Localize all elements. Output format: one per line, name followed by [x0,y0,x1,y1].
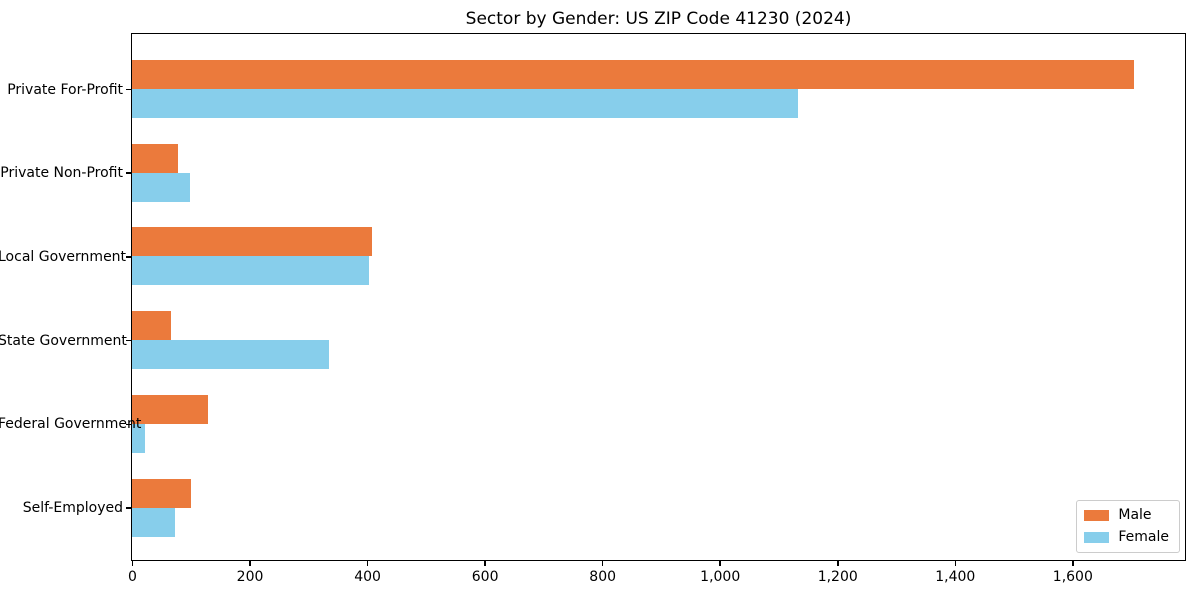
plot-area: Male Female [131,33,1186,561]
legend-item-female: Female [1084,530,1169,545]
x-tick-mark [601,561,604,566]
female-swatch-icon [1084,532,1110,543]
y-tick-mark [126,256,131,258]
legend: Male Female [1076,500,1180,553]
y-tick-mark [126,339,131,342]
y-tick-label-self-employed: Self-Employed [22,500,123,516]
male-swatch-icon [1084,510,1110,521]
bar-female-federal-government [132,423,145,453]
y-tick-label-local-government: Local Government [0,248,127,265]
x-tick-label-600: 600 [471,569,499,585]
x-tick-label-1-200: 1,200 [817,569,858,585]
y-tick-mark [126,88,131,91]
x-tick-label-400: 400 [354,569,381,585]
x-tick-label-1-400: 1,400 [935,569,976,585]
x-tick-mark [1072,561,1074,566]
y-tick-label-private-non-profit: Private Non-Profit [0,165,123,182]
x-tick-mark [484,561,486,566]
x-tick-mark [366,561,369,566]
y-tick-label-private-for-profit: Private For-Profit [7,81,123,98]
x-tick-label-1-000: 1,000 [700,569,741,585]
x-tick-mark [249,561,251,566]
x-tick-mark [131,561,134,566]
chart-title: Sector by Gender: US ZIP Code 41230 (202… [465,9,852,29]
x-tick-label-800: 800 [589,569,617,585]
bar-male-federal-government [132,394,209,424]
x-tick-mark [719,561,721,566]
y-tick-label-federal-government: Federal Government [0,416,142,433]
x-tick-label-1-600: 1,600 [1052,569,1093,585]
bar-male-state-government [132,311,172,341]
y-tick-label-state-government: State Government [0,332,127,349]
x-tick-mark [837,561,839,566]
bar-female-local-government [132,256,369,286]
bar-male-private-non-profit [132,143,178,173]
x-tick-label-200: 200 [236,569,264,585]
bar-male-self-employed [132,478,191,508]
y-tick-mark [126,172,131,174]
y-tick-mark [126,423,131,426]
x-tick-label-0: 0 [128,569,137,585]
y-tick-mark [126,507,131,509]
bar-female-self-employed [132,507,175,537]
legend-label-female: Female [1118,529,1169,545]
bar-female-private-for-profit [132,89,799,118]
bar-female-state-government [132,340,329,370]
x-tick-mark [954,561,957,566]
legend-label-male: Male [1118,507,1152,523]
bar-male-local-government [132,227,373,257]
bar-female-private-non-profit [132,172,191,202]
legend-item-male: Male [1084,508,1169,523]
bar-male-private-for-profit [132,60,1135,89]
